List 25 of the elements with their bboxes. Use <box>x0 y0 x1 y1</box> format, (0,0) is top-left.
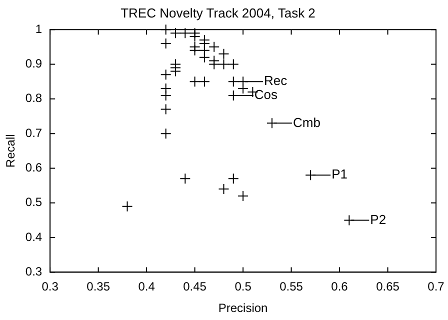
annotation: Rec <box>264 73 288 88</box>
x-tick-label: 0.65 <box>376 280 400 294</box>
y-tick-label: 0.6 <box>25 160 42 175</box>
x-tick-label: 0.7 <box>428 280 445 294</box>
annotation: Cmb <box>292 114 320 130</box>
x-tick-label: 0.4 <box>138 280 156 294</box>
x-tick-label: 0.5 <box>234 280 252 294</box>
x-axis-title: Precision <box>218 301 268 316</box>
y-tick-label: 1 <box>35 22 42 36</box>
annotation: P1 <box>332 166 348 182</box>
y-tick-label: 0.9 <box>25 56 42 71</box>
x-tick-label: 0.6 <box>331 280 348 294</box>
y-tick-label: 0.7 <box>25 126 42 140</box>
y-axis-title: Recall <box>4 134 18 168</box>
x-tick-label: 0.55 <box>280 280 304 294</box>
y-tick-label: 0.3 <box>25 264 42 279</box>
x-tick-label: 0.45 <box>183 280 207 294</box>
x-tick-label: 0.3 <box>42 280 59 294</box>
y-tick-label: 0.5 <box>25 195 42 210</box>
y-tick-label: 0.8 <box>25 91 42 106</box>
annotation: Cos <box>254 87 278 102</box>
x-tick-label: 0.35 <box>86 280 110 294</box>
annotation: P2 <box>370 212 386 227</box>
y-tick-label: 0.4 <box>25 230 42 244</box>
chart-title: TREC Novelty Track 2004, Task 2 <box>120 5 316 20</box>
